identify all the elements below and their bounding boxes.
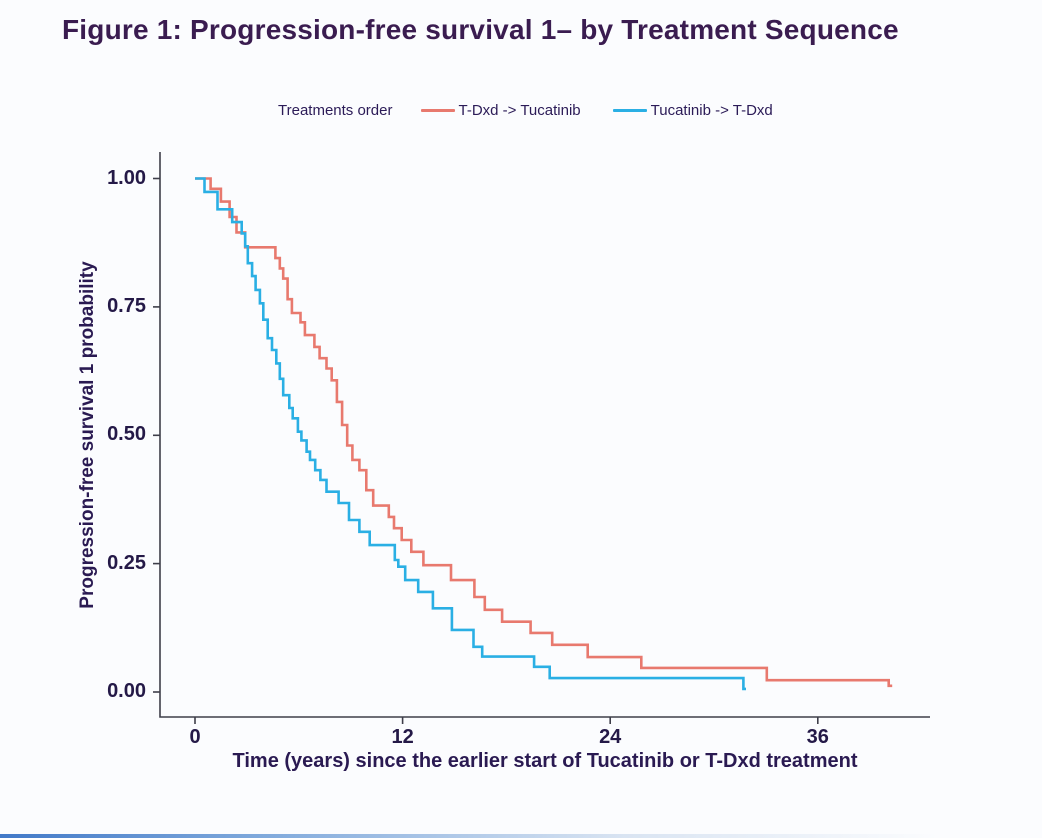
y-tick-label: 0.50 <box>107 423 146 446</box>
legend-title: Treatments order <box>278 101 393 119</box>
y-tick-label: 0.75 <box>107 294 146 317</box>
legend: Treatments order T-Dxd -> Tucatinib Tuca… <box>278 100 795 120</box>
window-bottom-edge <box>0 834 1042 838</box>
legend-key-line-tucatinib-tdxd <box>612 108 647 112</box>
legend-item-tdxd-tucatinib: T-Dxd -> Tucatinib <box>420 101 581 119</box>
x-tick-label: 36 <box>806 726 829 748</box>
y-tick-label: 0.00 <box>107 680 146 702</box>
legend-key-line-tdxd-tucatinib <box>420 108 455 112</box>
y-tick-label: 1.00 <box>107 166 146 189</box>
km-curve-tucatinib-tdxd <box>195 177 746 691</box>
km-curve-tdxd-tucatinib <box>195 177 893 688</box>
x-tick-label: 12 <box>391 726 414 748</box>
figure-title: Figure 1: Progression-free survival 1– b… <box>62 14 899 45</box>
x-axis-title: Time (years) since the earlier start of … <box>232 750 858 772</box>
legend-label-tdxd-tucatinib: T-Dxd -> Tucatinib <box>458 101 581 119</box>
y-tick-label: 0.25 <box>107 551 146 574</box>
legend-item-tucatinib-tdxd: Tucatinib -> T-Dxd <box>612 101 773 119</box>
x-tick-label: 0 <box>189 726 201 748</box>
axis-lines <box>159 152 930 718</box>
x-tick-label: 24 <box>599 726 622 748</box>
legend-label-tucatinib-tdxd: Tucatinib -> T-Dxd <box>650 101 773 119</box>
